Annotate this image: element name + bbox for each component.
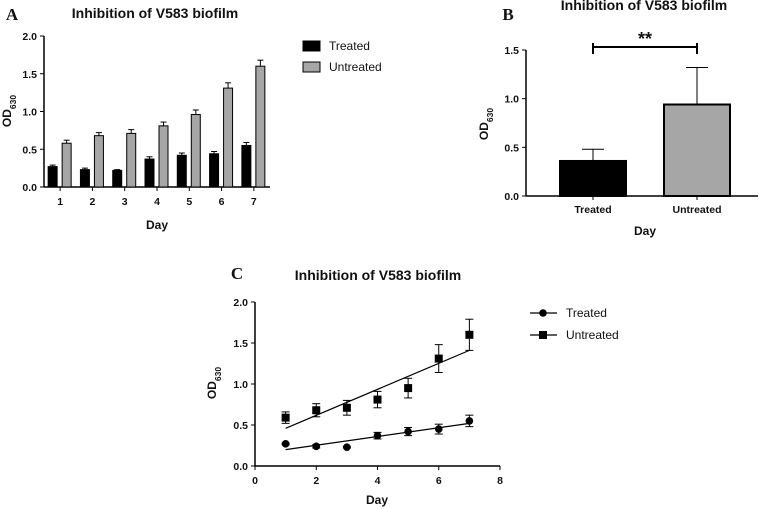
chart-a-bar-untreated [190,114,201,188]
chart-a-bar-untreated [93,135,104,188]
chart-a-bar-untreated [255,65,266,188]
chart-c-point-untreated [434,354,443,363]
chart-c-x-tick-label: 6 [436,475,442,487]
panel-label-a: A [6,5,19,24]
chart-a-bar-treated [241,144,252,188]
chart-a-x-axis-label: Day [146,218,168,232]
chart-b-bar-treated [559,159,627,198]
chart-c-point-treated [434,425,443,433]
chart-c-point-untreated [373,395,382,404]
chart-c-point-untreated [342,403,351,412]
chart-b-y-tick-label: 1.5 [504,45,519,57]
chart-a-y-axis-label: OD630 [0,95,18,127]
chart-c-point-treated [373,431,382,440]
chart-c-point-untreated [312,406,321,415]
chart-c-legend-label: Untreated [566,328,619,342]
chart-b-y-axis-label: OD630 [477,108,495,140]
panel-label-c: C [231,264,243,283]
chart-b-title: Inhibition of V583 biofilm [561,0,727,13]
chart-b-y-tick-label: 0.0 [504,191,519,203]
chart-c-y-tick-label: 1.0 [233,379,248,391]
chart-c-legend-marker-untreated [539,331,547,339]
chart-b-y-tick-label: 1.0 [504,94,519,106]
chart-a-legend-label: Untreated [329,60,382,74]
chart-c-point-untreated [465,330,474,339]
chart-a-title: Inhibition of V583 biofilm [72,5,238,21]
chart-a-y-tick-label: 2.0 [22,31,37,43]
chart-a-x-tick-label: 3 [122,196,128,208]
chart-a-y-tick-label: 1.0 [22,107,37,119]
chart-c-x-tick-label: 4 [375,475,381,487]
chart-a-legend-swatch-treated [302,40,321,52]
chart-b-x-tick-label: Treated [574,204,611,216]
chart-c-y-tick-label: 0.0 [233,461,248,473]
chart-a-bar-untreated [158,125,169,188]
chart-c-x-axis-label: Day [366,493,388,507]
chart-a-bar-untreated [126,132,137,188]
chart-a-bar-treated [176,154,187,188]
chart-a-bar-untreated [223,87,234,188]
chart-c-x-tick-label: 8 [497,475,503,487]
chart-b-bar-untreated [663,103,731,197]
chart-c-legend-label: Treated [566,306,607,320]
chart-c-point-treated [465,417,474,425]
chart-a-bar-treated [209,153,220,188]
chart-c-point-treated [281,440,290,448]
chart-c-title: Inhibition of V583 biofilm [295,267,461,283]
chart-b-x-tick-label: Untreated [672,204,721,216]
chart-a-bar-treated [79,169,90,188]
chart-c-y-tick-label: 1.5 [233,338,248,350]
chart-c-point-treated [312,442,321,451]
chart-b-x-axis-label: Day [634,224,656,238]
chart-a-bar-treated [144,158,155,188]
chart-a-bar-treated [112,169,123,188]
chart-c-y-tick-label: 0.5 [233,420,248,432]
chart-c-y-axis-label: OD630 [205,367,223,399]
chart-a-x-tick-label: 6 [219,196,225,208]
chart-a-x-tick-label: 4 [154,196,160,208]
chart-a-legend-swatch-untreated [302,61,321,73]
chart-c-x-tick-label: 0 [252,475,258,487]
chart-c-x-tick-label: 2 [313,475,319,487]
chart-a-bar-treated [47,166,58,188]
chart-b-significance-marker: ** [638,29,652,49]
chart-a-x-tick-label: 1 [57,196,63,208]
chart-c-legend-marker-treated [539,309,547,317]
chart-c-point-untreated [281,413,290,422]
chart-c-point-untreated [404,384,413,393]
chart-a-x-tick-label: 2 [90,196,96,208]
chart-c-point-treated [343,443,351,451]
chart-a-y-tick-label: 1.5 [22,69,37,81]
chart-a-y-tick-label: 0.0 [22,182,37,194]
panel-label-b: B [502,5,513,24]
chart-a-bar-untreated [61,142,72,188]
chart-a-y-tick-label: 0.5 [22,144,37,156]
chart-a-x-tick-label: 5 [186,196,192,208]
chart-b-y-tick-label: 0.5 [504,142,519,154]
chart-a-legend-label: Treated [329,39,370,53]
chart-c-point-treated [404,427,412,436]
chart-c-y-tick-label: 2.0 [233,297,248,309]
chart-a-x-tick-label: 7 [251,196,257,208]
